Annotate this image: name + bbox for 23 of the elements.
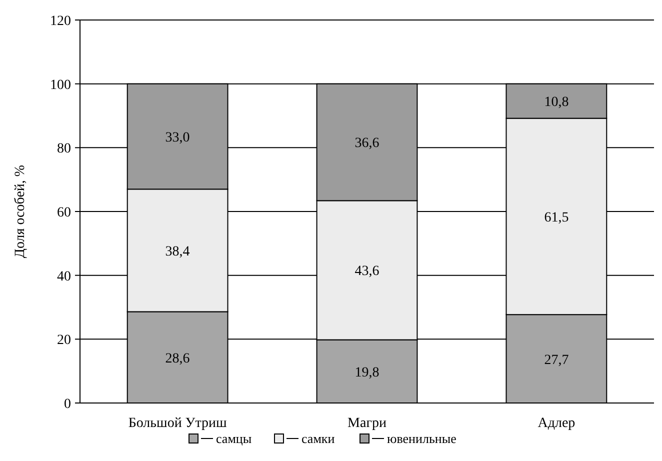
y-tick-label: 0 [64, 397, 71, 412]
data-label: 27,7 [544, 352, 569, 368]
legend-label: самки [302, 431, 335, 446]
data-label: 33,0 [165, 130, 190, 146]
legend-label: ювенильные [387, 431, 457, 446]
x-tick-label: Адлер [538, 416, 576, 431]
x-tick-label: Большой Утриш [128, 416, 228, 431]
data-label: 36,6 [354, 136, 380, 152]
data-label: 10,8 [544, 95, 569, 110]
y-tick-label: 60 [57, 206, 71, 220]
data-label: 38,4 [165, 244, 190, 260]
y-tick-label: 100 [50, 78, 71, 93]
data-label: 61,5 [544, 210, 569, 226]
y-tick-label: 120 [50, 14, 71, 29]
y-tick-label: 40 [57, 269, 71, 284]
y-tick-label: 20 [57, 333, 71, 348]
legend-label: самцы [216, 431, 252, 446]
data-label: 28,6 [165, 351, 190, 366]
y-axis-title: Доля особей, % [13, 164, 28, 258]
y-tick-label: 80 [57, 142, 71, 157]
data-label: 19,8 [354, 365, 380, 380]
data-label: 43,6 [354, 264, 380, 280]
x-tick-label: Магри [348, 416, 387, 431]
